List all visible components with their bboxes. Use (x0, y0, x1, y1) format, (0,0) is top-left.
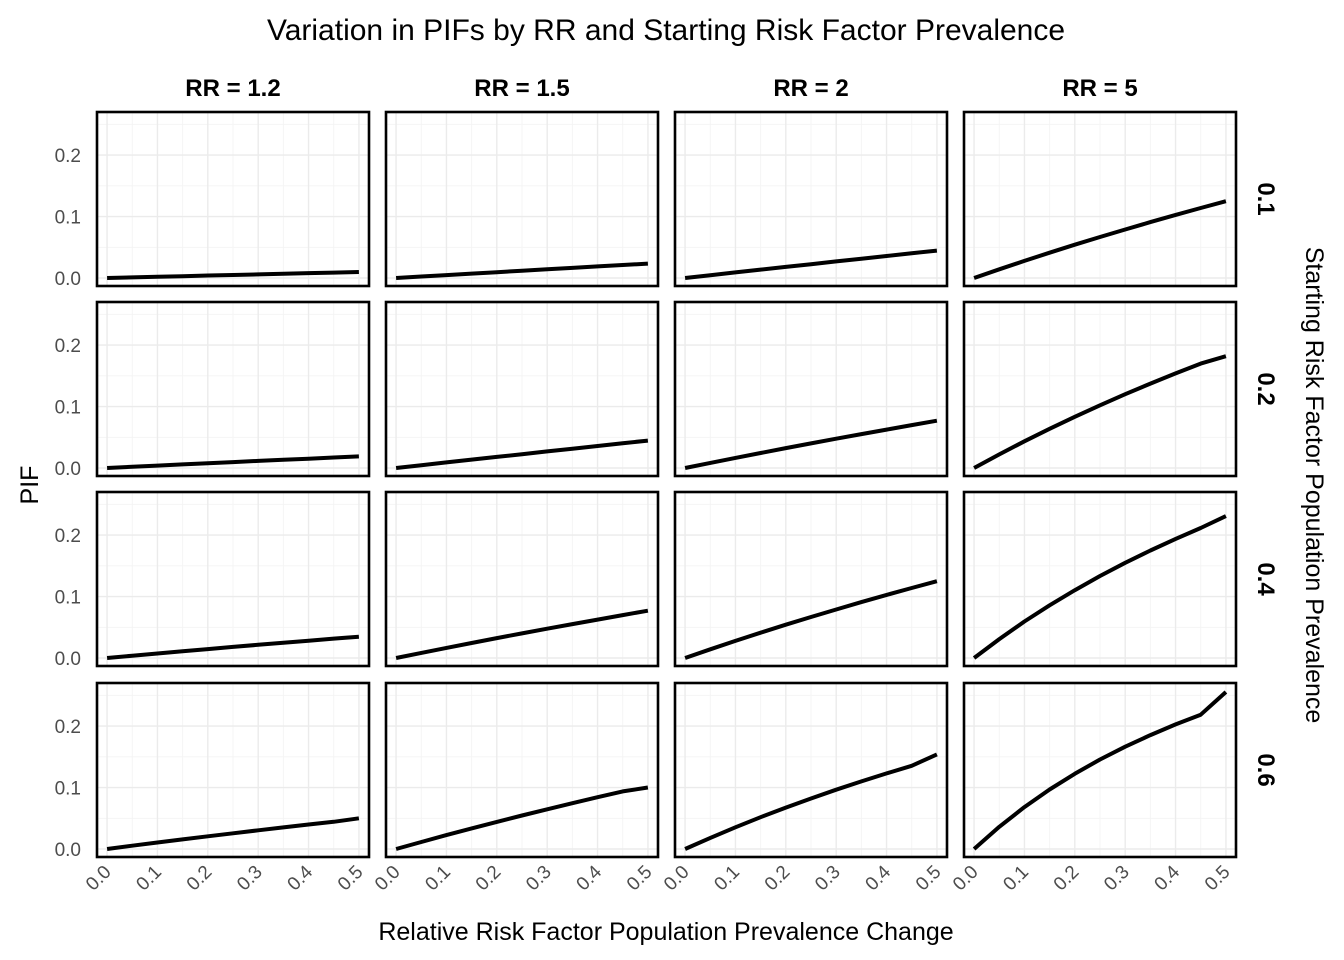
y-tick-label: 0.0 (55, 840, 81, 861)
y-tick-label: 0.1 (55, 208, 81, 229)
facet-panel (962, 110, 1238, 288)
x-tick-label: 0.4 (284, 861, 318, 895)
facet-panel (673, 681, 949, 859)
x-tick-label: 0.1 (710, 862, 744, 896)
x-tick-label: 0.3 (811, 862, 845, 896)
pif-series-line (106, 816, 360, 851)
facet-panel (962, 300, 1238, 478)
facet-panel (384, 110, 660, 288)
facet-panel (384, 490, 660, 668)
x-tick-label: 0.4 (862, 861, 896, 895)
pif-series-line (684, 418, 938, 470)
facet-panel (384, 300, 660, 478)
y-tick-label: 0.2 (55, 336, 81, 357)
pif-series-line (684, 579, 938, 660)
panel-border (95, 490, 371, 668)
x-tick-label: 0.2 (183, 862, 217, 896)
panel-border (962, 681, 1238, 859)
y-tick-label: 0.2 (55, 717, 81, 738)
x-tick-label: 0.2 (761, 862, 795, 896)
panel-border (95, 110, 371, 288)
facet-strip-rr: RR = 2 (773, 75, 848, 102)
facet-panel (962, 681, 1238, 859)
y-axis-title: PIF (16, 466, 44, 505)
x-tick-label: 0.3 (522, 862, 556, 896)
pif-series-line (395, 261, 649, 280)
pif-series-line (684, 248, 938, 280)
x-tick-label: 0.3 (1100, 862, 1134, 896)
panel-border (673, 681, 949, 859)
facet-strip-prevalence: 0.6 (1252, 753, 1279, 786)
panel-border (95, 300, 371, 478)
x-tick-label: 0.5 (334, 862, 368, 896)
panel-border (673, 490, 949, 668)
x-tick-label: 0.4 (573, 861, 607, 895)
x-tick-label: 0.0 (949, 862, 983, 896)
x-tick-label: 0.5 (912, 862, 946, 896)
x-tick-label: 0.0 (660, 862, 694, 896)
panel-border (673, 300, 949, 478)
y-tick-label: 0.1 (55, 588, 81, 609)
pif-series-line (106, 634, 360, 660)
pif-series-line (107, 454, 359, 470)
facet-panel (95, 490, 371, 668)
y-tick-label: 0.2 (55, 146, 81, 167)
y-tick-label: 0.1 (55, 398, 81, 419)
panel-border (962, 110, 1238, 288)
x-tick-label: 0.1 (421, 862, 455, 896)
facet-strip-prevalence: 0.1 (1252, 182, 1279, 215)
facet-panel (95, 300, 371, 478)
facet-strip-prevalence: 0.4 (1252, 562, 1279, 596)
chart-title: Variation in PIFs by RR and Starting Ris… (267, 14, 1065, 47)
facet-panel (673, 490, 949, 668)
pif-series-line (395, 785, 649, 851)
y-tick-label: 0.0 (55, 649, 81, 670)
x-tick-label: 0.4 (1151, 861, 1185, 895)
pif-series-line (395, 438, 649, 470)
x-tick-label: 0.5 (1201, 862, 1235, 896)
y-tick-label: 0.0 (55, 269, 81, 290)
x-tick-label: 0.2 (1050, 862, 1084, 896)
x-tick-label: 0.0 (371, 862, 405, 896)
y-tick-label: 0.0 (55, 459, 81, 480)
panel-border (962, 300, 1238, 478)
panel-border (962, 490, 1238, 668)
x-tick-label: 0.1 (132, 862, 166, 896)
facet-panel (673, 300, 949, 478)
facet-strip-rr: RR = 1.5 (474, 75, 569, 102)
facet-panel (95, 110, 371, 288)
y-tick-label: 0.1 (55, 779, 81, 800)
facet-panel (673, 110, 949, 288)
facet-panels: RR = 1.2 RR = 1.5 RR = 2 RR = 5 0.1 0.2 0.4 0.6… (55, 75, 1279, 895)
facet-panel (962, 490, 1238, 668)
x-axis-title: Relative Risk Factor Population Prevalen… (378, 918, 953, 946)
panel-border (384, 300, 660, 478)
panel-border (384, 490, 660, 668)
pif-series-line (107, 270, 359, 280)
panel-border (384, 110, 660, 288)
x-tick-label: 0.3 (233, 862, 267, 896)
panel-border (95, 681, 371, 859)
pif-series-line (973, 199, 1227, 280)
pif-series-line (972, 690, 1228, 851)
pif-series-line (973, 354, 1227, 470)
pif-series-line (684, 752, 938, 851)
facet-strip-rr: RR = 5 (1062, 75, 1137, 102)
facet-panel (384, 681, 660, 859)
x-tick-label: 0.0 (82, 862, 116, 896)
x-tick-label: 0.5 (623, 862, 657, 896)
x-tick-label: 0.1 (999, 862, 1033, 896)
facet-strip-prevalence: 0.2 (1252, 372, 1279, 405)
pif-series-line (972, 514, 1227, 660)
facet-strip-rr: RR = 1.2 (185, 75, 280, 102)
pif-series-line (395, 608, 649, 660)
panel-border (384, 681, 660, 859)
facet-row-title: Starting Risk Factor Population Prevalen… (1300, 247, 1328, 724)
facet-panel (95, 681, 371, 859)
x-tick-label: 0.2 (472, 862, 506, 896)
panel-border (673, 110, 949, 288)
y-tick-label: 0.2 (55, 526, 81, 547)
